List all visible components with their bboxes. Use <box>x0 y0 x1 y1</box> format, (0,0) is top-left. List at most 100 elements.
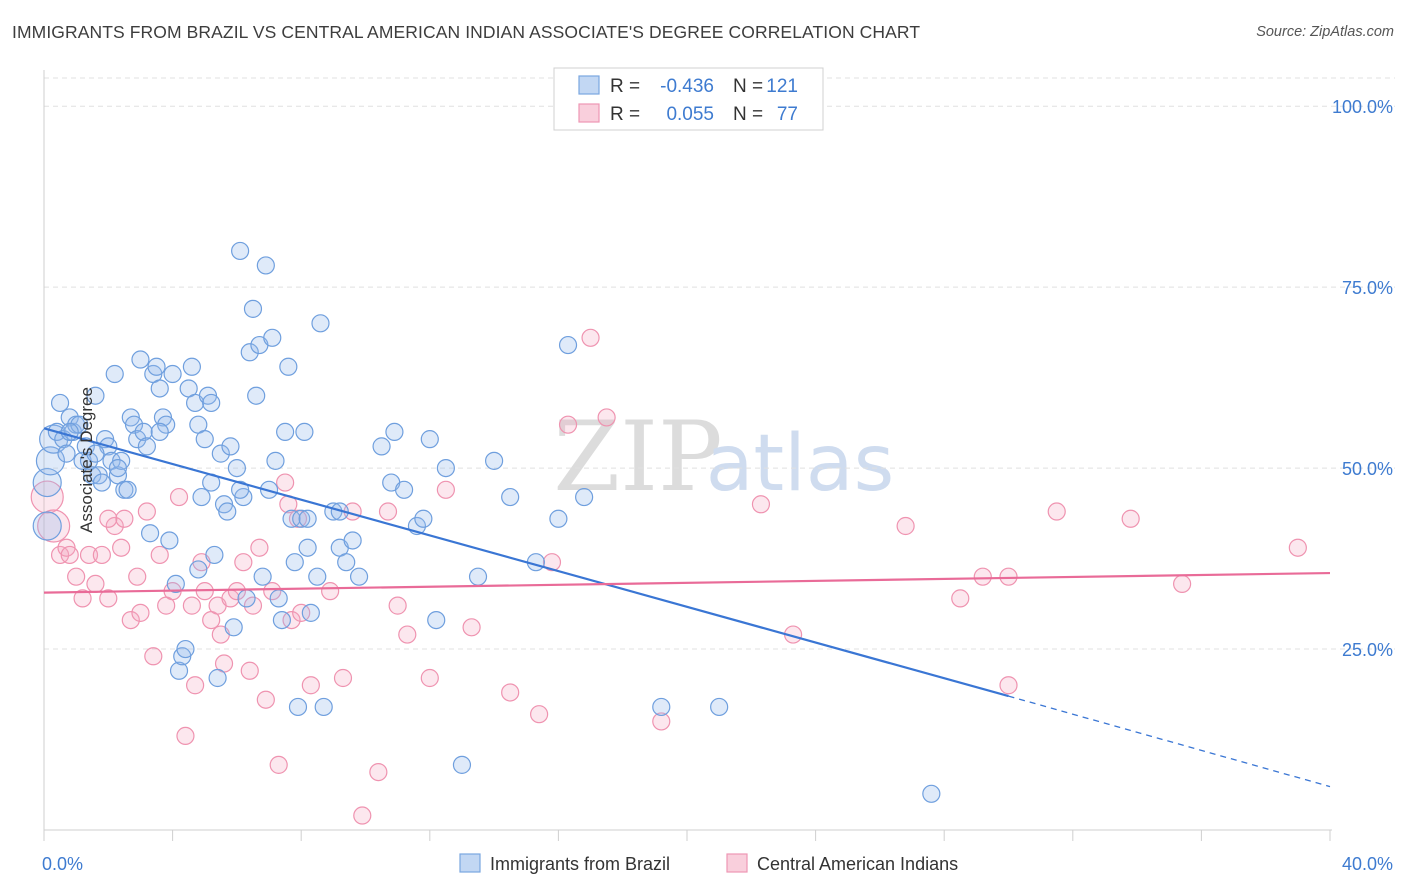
data-point-blue <box>202 393 221 413</box>
data-point-blue <box>279 357 298 376</box>
data-point-blue <box>269 589 288 608</box>
data-point-blue <box>92 473 111 492</box>
data-point-blue <box>131 350 150 369</box>
data-point-pink <box>999 567 1018 586</box>
data-point-blue <box>150 379 169 398</box>
data-point-blue <box>575 487 594 507</box>
data-point-pink <box>176 726 195 746</box>
y-tick-label: 25.0% <box>1342 640 1393 660</box>
data-point-pink <box>37 509 71 543</box>
data-point-blue <box>314 697 333 717</box>
data-point-blue <box>128 430 147 449</box>
data-point-blue <box>134 422 153 442</box>
data-point-pink <box>951 589 970 608</box>
data-point-pink <box>652 712 671 731</box>
y-tick-label: 100.0% <box>1332 97 1393 117</box>
data-point-blue <box>427 610 446 630</box>
bottom-legend-swatch-pink <box>726 853 748 873</box>
data-point-pink <box>256 690 275 709</box>
data-point-blue <box>452 755 472 774</box>
legend-n-value-blue: 121 <box>766 76 798 97</box>
bottom-legend-label-pink: Central American Indians <box>757 854 958 874</box>
data-point-blue <box>218 502 237 521</box>
data-point-blue <box>558 335 578 355</box>
data-point-blue <box>137 437 156 456</box>
series-central-american-indians <box>30 328 1307 825</box>
data-point-blue <box>237 589 256 608</box>
data-point-blue <box>221 437 240 456</box>
data-point-pink <box>131 603 150 622</box>
data-point-blue <box>710 697 729 717</box>
data-point-pink <box>378 502 398 521</box>
y-tick-label: 50.0% <box>1342 459 1393 479</box>
data-point-blue <box>243 299 263 318</box>
data-point-pink <box>292 603 311 622</box>
data-point-blue <box>105 364 124 384</box>
data-point-blue <box>205 545 224 565</box>
data-point-pink <box>128 567 147 586</box>
y-axis-label: Associate's Degree <box>76 387 96 533</box>
data-point-blue <box>295 422 314 442</box>
data-point-blue <box>231 480 250 499</box>
data-point-pink <box>121 610 140 630</box>
watermark: ZIP atlas <box>553 401 894 513</box>
legend-swatch-blue <box>578 75 600 95</box>
data-point-pink <box>436 480 455 499</box>
data-point-blue <box>157 415 176 434</box>
data-point-blue <box>108 458 128 478</box>
data-point-blue <box>231 241 250 261</box>
data-point-blue <box>166 574 185 594</box>
data-point-blue <box>549 509 568 528</box>
data-point-pink <box>501 683 520 702</box>
data-point-pink <box>227 582 246 601</box>
data-point-blue <box>288 697 308 717</box>
data-point-blue <box>208 668 227 688</box>
data-point-pink <box>301 676 320 695</box>
data-point-pink <box>186 676 205 695</box>
data-point-blue <box>140 524 160 543</box>
data-point-blue <box>86 386 105 405</box>
data-point-pink <box>182 596 201 615</box>
y-axis-label-wrap: Associate's Degree <box>77 387 97 533</box>
data-point-blue <box>176 639 195 659</box>
data-point-blue <box>414 509 433 528</box>
trend-line-blue <box>43 427 1009 698</box>
data-point-blue <box>150 422 169 442</box>
legend-r-label-blue: R = <box>610 76 640 97</box>
legend-r-value-pink: 0.055 <box>666 104 714 125</box>
data-point-blue <box>227 458 246 478</box>
data-point-pink <box>79 545 99 565</box>
data-point-pink <box>530 705 549 724</box>
data-point-pink <box>282 610 301 630</box>
data-point-pink <box>542 553 562 572</box>
data-point-blue <box>311 314 330 333</box>
watermark-atlas: atlas <box>706 419 895 509</box>
data-point-blue <box>652 697 671 717</box>
data-point-blue <box>83 466 102 485</box>
data-point-pink <box>263 582 282 601</box>
data-point-blue <box>32 467 62 498</box>
data-point-blue <box>189 560 208 579</box>
data-point-blue <box>182 357 201 376</box>
data-point-pink <box>353 806 372 825</box>
data-point-pink <box>115 509 134 528</box>
trend-line-blue-extension <box>1008 695 1331 788</box>
data-point-blue <box>485 451 504 470</box>
trend-line-pink <box>43 571 1331 594</box>
trend-lines <box>43 427 1331 788</box>
legend-r-value-blue: -0.436 <box>660 76 714 97</box>
data-point-blue <box>224 618 243 637</box>
data-point-pink <box>112 538 131 557</box>
data-point-blue <box>266 451 285 470</box>
data-point-pink <box>1288 538 1307 557</box>
source-label: Source: ZipAtlas.com <box>1256 24 1394 40</box>
data-point-pink <box>276 473 295 492</box>
data-point-blue <box>147 357 166 376</box>
data-point-pink <box>1121 509 1140 528</box>
data-point-blue <box>272 610 292 630</box>
data-point-blue <box>124 415 144 434</box>
data-point-pink <box>1173 574 1192 594</box>
data-point-blue <box>263 328 282 347</box>
bottom-legend-swatch-blue <box>459 853 481 873</box>
x-tick-label: 40.0% <box>1342 854 1393 874</box>
